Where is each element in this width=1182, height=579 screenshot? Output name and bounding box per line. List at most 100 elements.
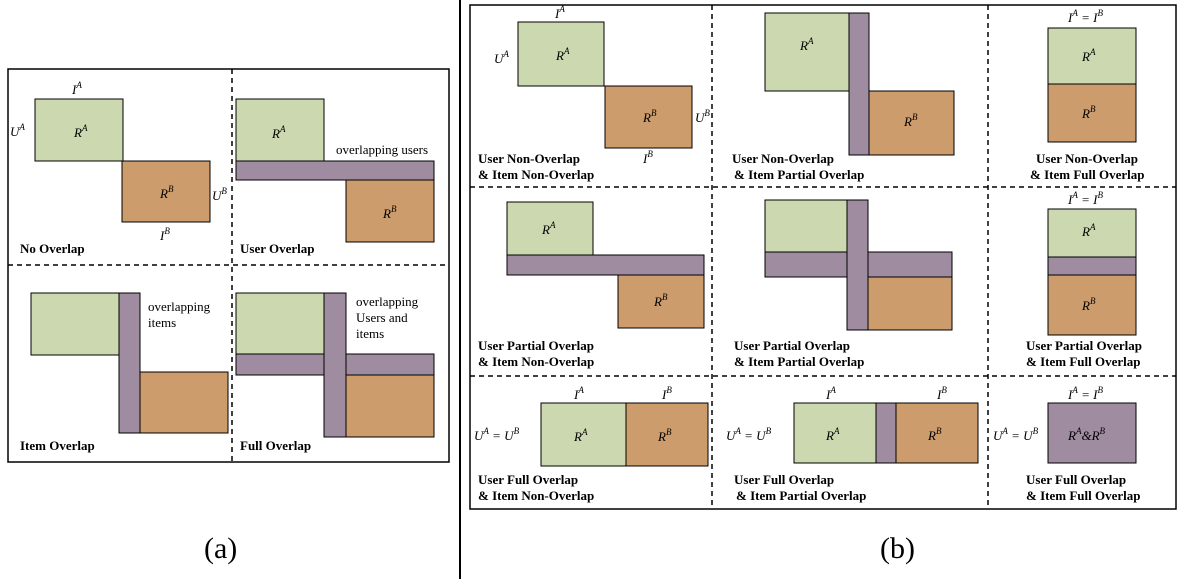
- overlapping-items-band: [846, 199, 869, 331]
- rb-block: [345, 179, 435, 243]
- cell-user-full-item-partial: IA IB UA = UB RA RB User Full Overlap & …: [726, 385, 979, 503]
- panel-b-frame: [469, 4, 1177, 510]
- rb-block: [604, 85, 693, 149]
- cell-user-non-item-partial: RA RB User Non-Overlap & Item Partial Ov…: [732, 12, 955, 182]
- item-overlap-quadrant: overlapping items Item Overlap: [20, 292, 229, 453]
- rb-label: RB: [927, 426, 942, 443]
- ra-label: RA: [73, 123, 88, 140]
- caption-line1: User Full Overlap: [734, 472, 834, 487]
- cell-user-non-item-non: IA UA RA RB UB IB User Non-Overlap & Ite…: [478, 4, 710, 182]
- full-overlap-block: [1047, 402, 1137, 464]
- caption-line2: & Item Non-Overlap: [478, 354, 594, 369]
- caption-line1: User Non-Overlap: [1036, 151, 1138, 166]
- ra-label: RA: [555, 46, 570, 63]
- rb-block: [1047, 274, 1137, 336]
- ia-label: IA: [573, 385, 584, 402]
- ra-label: RA: [541, 220, 556, 237]
- caption-line1: User Full Overlap: [478, 472, 578, 487]
- overlapping-items-note-line2: items: [148, 315, 176, 330]
- ua-eq-ub-label: UA = UB: [726, 426, 772, 443]
- overlapping-ui-note-line1: overlapping: [356, 294, 419, 309]
- ua-label: UA: [10, 122, 25, 139]
- rb-block: [625, 402, 709, 467]
- overlapping-items-band: [848, 12, 870, 156]
- caption-line2: & Item Non-Overlap: [478, 488, 594, 503]
- overlapping-items-band: [875, 402, 897, 464]
- item-overlap-caption: Item Overlap: [20, 438, 95, 453]
- user-overlap-caption: User Overlap: [240, 241, 315, 256]
- cell-user-full-item-non: IA IB UA = UB RA RB User Full Overlap & …: [474, 385, 709, 503]
- ia-label: IA: [825, 385, 836, 402]
- rb-label: RB: [903, 112, 918, 129]
- caption-line2: & Item Full Overlap: [1030, 167, 1144, 182]
- ra-block: [34, 98, 124, 162]
- ib-label: IB: [936, 385, 947, 402]
- ia-label: IA: [71, 80, 82, 97]
- ra-block: [1047, 208, 1137, 258]
- ia-eq-ib-label: IA = IB: [1067, 385, 1103, 402]
- ua-eq-ub-label: UA = UB: [993, 426, 1039, 443]
- rb-block: [121, 160, 211, 223]
- ra-block: [235, 98, 325, 162]
- overlapping-users-note: overlapping users: [336, 142, 428, 157]
- overlapping-users-band: [235, 160, 435, 181]
- ib-label: IB: [661, 385, 672, 402]
- rb-label: RB: [657, 427, 672, 444]
- rb-label: RB: [653, 292, 668, 309]
- caption-line1: User Partial Overlap: [478, 338, 594, 353]
- ra-block: [1047, 27, 1137, 85]
- panel-b: IA UA RA RB UB IB User Non-Overlap & Ite…: [469, 4, 1177, 565]
- ra-label: RA: [573, 427, 588, 444]
- ia-eq-ib-label: IA = IB: [1067, 8, 1103, 25]
- caption-line1: User Full Overlap: [1026, 472, 1126, 487]
- ra-block: [540, 402, 627, 467]
- ua-label: UA: [494, 49, 509, 66]
- ra-block: [764, 199, 848, 253]
- panel-a-label: (a): [204, 532, 237, 565]
- overlapping-items-note-line1: overlapping: [148, 299, 211, 314]
- combined-r-label: RA&RB: [1067, 426, 1106, 443]
- caption-line2: & Item Full Overlap: [1026, 354, 1140, 369]
- caption-line1: User Partial Overlap: [1026, 338, 1142, 353]
- rb-block: [895, 402, 979, 464]
- caption-line1: User Partial Overlap: [734, 338, 850, 353]
- no-overlap-quadrant: IA UA RA RB UB IB No Overlap: [10, 80, 227, 256]
- cell-user-full-item-full: IA = IB UA = UB RA&RB User Full Overlap …: [993, 385, 1140, 503]
- rb-label: RB: [642, 108, 657, 125]
- ub-label: UB: [212, 186, 227, 203]
- rb-block: [617, 274, 705, 329]
- ra-block: [506, 201, 594, 256]
- rb-label: RB: [1081, 104, 1096, 121]
- no-overlap-caption: No Overlap: [20, 241, 85, 256]
- cell-user-non-item-full: IA = IB RA RB User Non-Overlap & Item Fu…: [1030, 8, 1144, 182]
- caption-line2: & Item Non-Overlap: [478, 167, 594, 182]
- ib-label: IB: [642, 149, 653, 166]
- cell-user-partial-item-partial: User Partial Overlap & Item Partial Over…: [734, 199, 953, 369]
- ia-label: IA: [554, 4, 565, 21]
- caption-line2: & Item Partial Overlap: [734, 167, 864, 182]
- panel-a: IA UA RA RB UB IB No Overlap RA RB overl…: [7, 68, 450, 565]
- caption-line1: User Non-Overlap: [478, 151, 580, 166]
- ra-label: RA: [1081, 47, 1096, 64]
- overlapping-users-band: [506, 254, 705, 276]
- overlapping-users-band: [1047, 256, 1137, 276]
- rb-block: [139, 371, 229, 434]
- rb-label: RB: [382, 204, 397, 221]
- ra-block: [235, 292, 325, 355]
- ra-label: RA: [271, 124, 286, 141]
- ib-label: IB: [159, 226, 170, 243]
- caption-line2: & Item Partial Overlap: [736, 488, 866, 503]
- cell-user-partial-item-non: RA RB User Partial Overlap & Item Non-Ov…: [478, 201, 705, 369]
- ra-label: RA: [825, 426, 840, 443]
- ra-block: [30, 292, 120, 356]
- rb-label: RB: [1081, 296, 1096, 313]
- full-overlap-caption: Full Overlap: [240, 438, 311, 453]
- overlapping-ui-note-line2: Users and: [356, 310, 408, 325]
- ra-label: RA: [1081, 222, 1096, 239]
- overlapping-items-band: [323, 292, 347, 438]
- rb-block: [345, 374, 435, 438]
- rb-block: [1047, 83, 1137, 143]
- overlapping-ui-note-line3: items: [356, 326, 384, 341]
- full-overlap-quadrant: overlapping Users and items Full Overlap: [235, 292, 435, 453]
